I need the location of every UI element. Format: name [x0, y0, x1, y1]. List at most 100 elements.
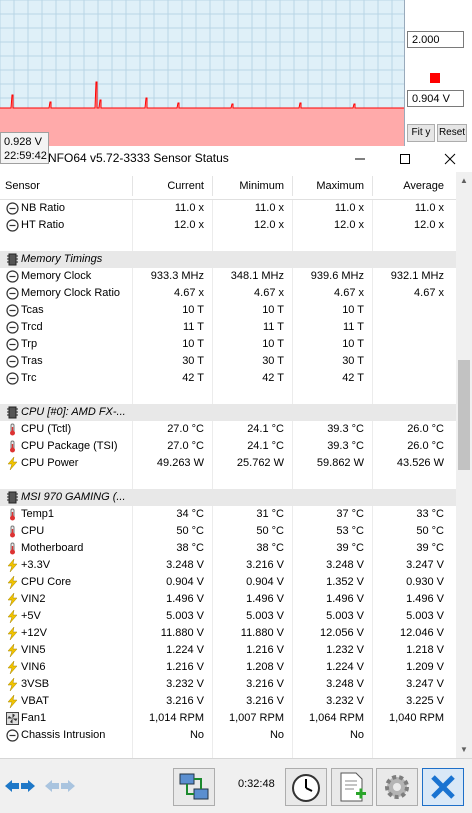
log-add-button[interactable] — [331, 768, 373, 806]
sensor-name: +3.3V — [21, 559, 51, 571]
scroll-down-arrow[interactable]: ▼ — [460, 745, 468, 754]
average-value: 3.247 V — [406, 559, 444, 571]
sensor-name: VIN5 — [21, 644, 46, 656]
minimize-button[interactable] — [338, 146, 382, 172]
maximum-value: 11.0 x — [334, 202, 364, 214]
window-titlebar[interactable]: NFO64 v5.72-3333 Sensor Status — [0, 146, 472, 172]
maximum-value: 11 T — [343, 321, 364, 333]
stopwatch-button[interactable] — [285, 768, 327, 806]
minimum-value: 11 T — [263, 321, 284, 333]
current-value: 50 °C — [176, 525, 204, 537]
table-spacer — [0, 234, 456, 251]
table-row[interactable]: HT Ratio 12.0 x 12.0 x 12.0 x 12.0 x — [0, 217, 456, 234]
table-row[interactable]: CPU 50 °C 50 °C 53 °C 50 °C — [0, 523, 456, 540]
average-value: 3.225 V — [406, 695, 444, 707]
sensor-name: Motherboard — [21, 542, 84, 554]
graph-tooltip: 0.928 V 22:59:42 — [0, 132, 49, 164]
table-row[interactable]: CPU Package (TSI) 27.0 °C 24.1 °C 39.3 °C 26… — [0, 438, 456, 455]
table-row[interactable]: Memory Clock 933.3 MHz 348.1 MHz 939.6 MHz 9… — [0, 268, 456, 285]
table-row[interactable]: Tras 30 T 30 T 30 T — [0, 353, 456, 370]
table-row[interactable]: +5V 5.003 V 5.003 V 5.003 V 5.003 V — [0, 608, 456, 625]
minimum-value: 1.496 V — [246, 593, 284, 605]
table-row[interactable]: VBAT 3.216 V 3.216 V 3.232 V 3.225 V — [0, 693, 456, 710]
tooltip-time: 22:59:42 — [4, 150, 47, 162]
header-average[interactable]: Average — [403, 180, 444, 192]
minimum-value: 3.216 V — [246, 678, 284, 690]
sensor-name: VIN2 — [21, 593, 46, 605]
table-group-row[interactable]: Memory Timings — [0, 251, 456, 268]
table-row[interactable]: CPU Core 0.904 V 0.904 V 1.352 V 0.930 V — [0, 574, 456, 591]
table-row[interactable]: Trc 42 T 42 T 42 T — [0, 370, 456, 387]
header-separator — [372, 176, 373, 196]
sensor-name: NB Ratio — [21, 202, 66, 214]
current-value: 11.0 x — [174, 202, 204, 214]
scroll-up-arrow[interactable]: ▲ — [460, 176, 468, 185]
settings-button[interactable] — [376, 768, 418, 806]
bolt-icon — [6, 609, 19, 624]
nav-arrows-disabled-icon — [45, 780, 75, 792]
current-value: 42 T — [182, 372, 204, 384]
reset-button[interactable]: Reset — [437, 124, 467, 142]
maximum-value: 10 T — [342, 304, 364, 316]
average-value: 4.67 x — [414, 287, 444, 299]
maximum-value: 3.248 V — [326, 559, 364, 571]
table-row[interactable]: VIN2 1.496 V 1.496 V 1.496 V 1.496 V — [0, 591, 456, 608]
table-row[interactable]: +3.3V 3.248 V 3.216 V 3.248 V 3.247 V — [0, 557, 456, 574]
maximize-icon — [400, 154, 410, 164]
current-value: 10 T — [182, 304, 204, 316]
vertical-scrollbar[interactable]: ▲ ▼ — [456, 172, 472, 758]
maximum-value: 5.003 V — [326, 610, 364, 622]
table-row[interactable]: +12V 11.880 V 11.880 V 12.056 V 12.046 V — [0, 625, 456, 642]
header-minimum[interactable]: Minimum — [239, 180, 284, 192]
average-value: 3.247 V — [406, 678, 444, 690]
clock-icon — [6, 202, 19, 215]
network-button[interactable] — [173, 768, 215, 806]
fit-y-button[interactable]: Fit y — [407, 124, 435, 142]
maximum-value: 30 T — [342, 355, 364, 367]
table-row[interactable]: Temp1 34 °C 31 °C 37 °C 33 °C — [0, 506, 456, 523]
table-row[interactable]: NB Ratio 11.0 x 11.0 x 11.0 x 11.0 x — [0, 200, 456, 217]
table-group-row[interactable]: CPU [#0]: AMD FX-... — [0, 404, 456, 421]
table-row[interactable]: Chassis Intrusion No No No — [0, 727, 456, 744]
nav-arrows-disabled-button[interactable] — [42, 769, 78, 803]
table-row[interactable]: CPU Power 49.263 W 25.762 W 59.862 W 43.526 … — [0, 455, 456, 472]
thermometer-icon — [6, 542, 19, 555]
minimum-value: 30 T — [262, 355, 284, 367]
nav-arrows-button[interactable] — [2, 769, 38, 803]
graph-max-value: 2.000 — [407, 31, 464, 48]
table-row[interactable]: Fan1 1,014 RPM 1,007 RPM 1,064 RPM 1,040 RPM — [0, 710, 456, 727]
table-row[interactable]: VIN5 1.224 V 1.216 V 1.232 V 1.218 V — [0, 642, 456, 659]
current-value: 49.263 W — [156, 457, 204, 469]
close-app-button[interactable] — [422, 768, 464, 806]
scroll-thumb[interactable] — [458, 360, 470, 470]
current-value: 1.216 V — [166, 661, 204, 673]
table-row[interactable]: Trp 10 T 10 T 10 T — [0, 336, 456, 353]
window-title: NFO64 v5.72-3333 Sensor Status — [48, 151, 229, 165]
sensor-graph[interactable] — [0, 0, 405, 146]
minimum-value: 1.208 V — [246, 661, 284, 673]
minimum-value: 348.1 MHz — [230, 270, 284, 282]
maximum-value: 1,064 RPM — [308, 712, 364, 724]
sensor-name: Tras — [21, 355, 43, 367]
average-value: 932.1 MHz — [390, 270, 444, 282]
graph-series-line — [0, 81, 404, 109]
table-row[interactable]: CPU (Tctl) 27.0 °C 24.1 °C 39.3 °C 26.0 °C — [0, 421, 456, 438]
close-button[interactable] — [428, 146, 472, 172]
table-row[interactable]: 3VSB 3.232 V 3.216 V 3.248 V 3.247 V — [0, 676, 456, 693]
table-group-row[interactable]: MSI 970 GAMING (... — [0, 489, 456, 506]
table-row[interactable]: VIN6 1.216 V 1.208 V 1.224 V 1.209 V — [0, 659, 456, 676]
table-row[interactable]: Motherboard 38 °C 38 °C 39 °C 39 °C — [0, 540, 456, 557]
current-value: 38 °C — [176, 542, 204, 554]
header-sensor[interactable]: Sensor — [5, 180, 40, 192]
maximum-value: 1.224 V — [326, 661, 364, 673]
thermometer-icon — [6, 525, 19, 538]
maximize-button[interactable] — [383, 146, 427, 172]
header-maximum[interactable]: Maximum — [316, 180, 364, 192]
table-row[interactable]: Trcd 11 T 11 T 11 T — [0, 319, 456, 336]
clock-icon — [6, 219, 19, 232]
header-current[interactable]: Current — [167, 180, 204, 192]
header-separator — [132, 176, 133, 196]
table-row[interactable]: Memory Clock Ratio 4.67 x 4.67 x 4.67 x 4.67… — [0, 285, 456, 302]
clock-icon — [6, 270, 19, 283]
table-row[interactable]: Tcas 10 T 10 T 10 T — [0, 302, 456, 319]
